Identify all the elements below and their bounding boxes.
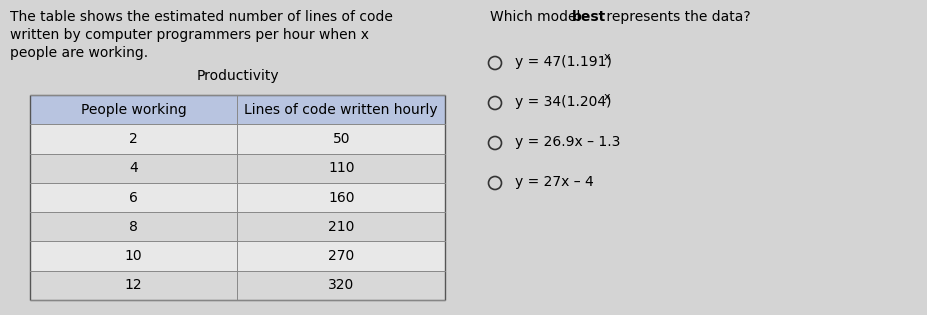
Bar xyxy=(30,212,445,241)
Text: 6: 6 xyxy=(129,191,138,204)
Text: 4: 4 xyxy=(130,161,138,175)
Text: People working: People working xyxy=(81,103,186,117)
Text: y = 34(1.204): y = 34(1.204) xyxy=(515,95,612,109)
Bar xyxy=(30,271,445,300)
Text: y = 26.9x – 1.3: y = 26.9x – 1.3 xyxy=(515,135,620,149)
Text: 160: 160 xyxy=(328,191,354,204)
Text: The table shows the estimated number of lines of code: The table shows the estimated number of … xyxy=(10,10,393,24)
Bar xyxy=(30,154,445,183)
Text: 10: 10 xyxy=(125,249,143,263)
Text: x: x xyxy=(603,92,611,102)
Bar xyxy=(30,95,445,300)
Text: Lines of code written hourly: Lines of code written hourly xyxy=(245,103,438,117)
Text: Productivity: Productivity xyxy=(197,69,279,83)
Text: represents the data?: represents the data? xyxy=(603,10,751,24)
Bar xyxy=(30,95,445,124)
Text: best: best xyxy=(572,10,606,24)
Bar xyxy=(30,241,445,271)
Text: 2: 2 xyxy=(130,132,138,146)
Text: 50: 50 xyxy=(333,132,350,146)
Text: 270: 270 xyxy=(328,249,354,263)
Text: y = 47(1.191): y = 47(1.191) xyxy=(515,55,612,69)
Bar xyxy=(30,183,445,212)
Text: 110: 110 xyxy=(328,161,354,175)
Text: 8: 8 xyxy=(129,220,138,234)
Text: 12: 12 xyxy=(125,278,143,292)
Text: people are working.: people are working. xyxy=(10,46,148,60)
Text: 320: 320 xyxy=(328,278,354,292)
Text: Which model: Which model xyxy=(490,10,585,24)
Text: x: x xyxy=(603,52,611,62)
Text: 210: 210 xyxy=(328,220,354,234)
Text: y = 27x – 4: y = 27x – 4 xyxy=(515,175,594,189)
Text: written by computer programmers per hour when x: written by computer programmers per hour… xyxy=(10,28,369,42)
Bar xyxy=(30,124,445,154)
